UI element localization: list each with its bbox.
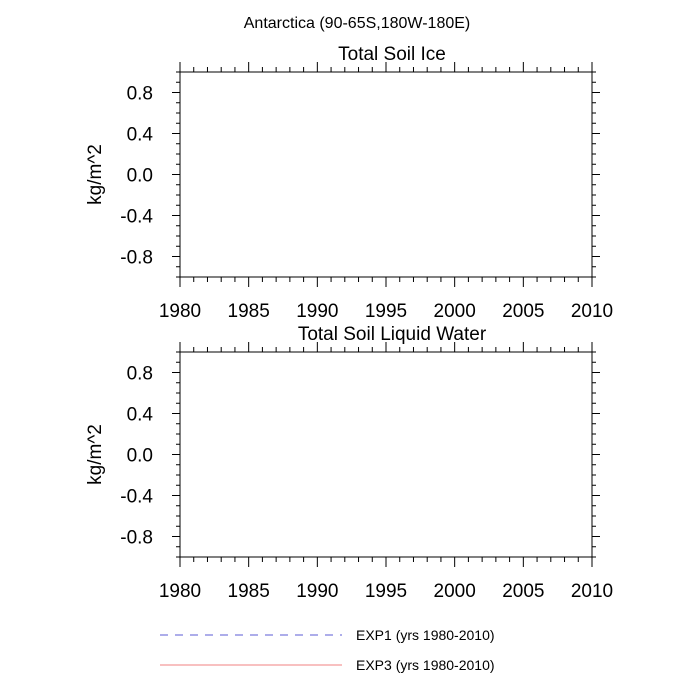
x-tick-label-1985: 1985 (228, 301, 270, 322)
y-tick-label-0-0: 0.0 (127, 446, 153, 467)
panel-soil-ice: Total Soil Ice kg/m^2 1980 1985 1990 1995 2000… (85, 44, 613, 322)
x-tick-label-1985: 1985 (228, 581, 270, 602)
y-tick-label-0-8: -0.8 (120, 528, 153, 549)
x-tick-label-1980: 1980 (159, 581, 201, 602)
y-tick-label-0-0: 0.0 (127, 166, 153, 187)
legend: EXP1 (yrs 1980-2010) EXP3 (yrs 1980-2010… (160, 627, 495, 673)
y-tick-label-0-4: 0.4 (127, 125, 154, 146)
y-tick-label-0-8: -0.8 (120, 248, 153, 269)
x-tick-label-2010: 2010 (571, 301, 613, 322)
legend-label-exp3: EXP3 (yrs 1980-2010) (356, 657, 495, 673)
y-tick-label-0-4: -0.4 (120, 487, 153, 508)
chart-title: Total Soil Ice (338, 44, 446, 65)
panel-soil-liquid-water: Total Soil Liquid Water kg/m^2 1980 1985 199… (85, 324, 613, 602)
x-tick-label-1990: 1990 (296, 301, 338, 322)
y-tick-label-0-4: -0.4 (120, 207, 153, 228)
y-axis-label: kg/m^2 (85, 144, 106, 205)
legend-label-exp1: EXP1 (yrs 1980-2010) (356, 627, 495, 643)
plot-frame (179, 71, 593, 278)
x-tick-label-2005: 2005 (502, 581, 544, 602)
x-tick-label-2000: 2000 (434, 581, 476, 602)
y-tick-label-0-4: 0.4 (127, 405, 154, 426)
x-tick-label-2000: 2000 (434, 301, 476, 322)
x-tick-label-1990: 1990 (296, 581, 338, 602)
y-axis-label: kg/m^2 (85, 424, 106, 485)
x-tick-label-2010: 2010 (571, 581, 613, 602)
chart-title: Total Soil Liquid Water (298, 324, 487, 345)
x-tick-label-2005: 2005 (502, 301, 544, 322)
x-tick-label-1980: 1980 (159, 301, 201, 322)
figure-title: Antarctica (90-65S,180W-180E) (244, 15, 470, 32)
x-tick-label-1995: 1995 (365, 301, 407, 322)
plot-frame (179, 351, 593, 558)
y-tick-label-0-8: 0.8 (127, 364, 153, 385)
x-tick-label-1995: 1995 (365, 581, 407, 602)
y-tick-label-0-8: 0.8 (127, 84, 153, 105)
